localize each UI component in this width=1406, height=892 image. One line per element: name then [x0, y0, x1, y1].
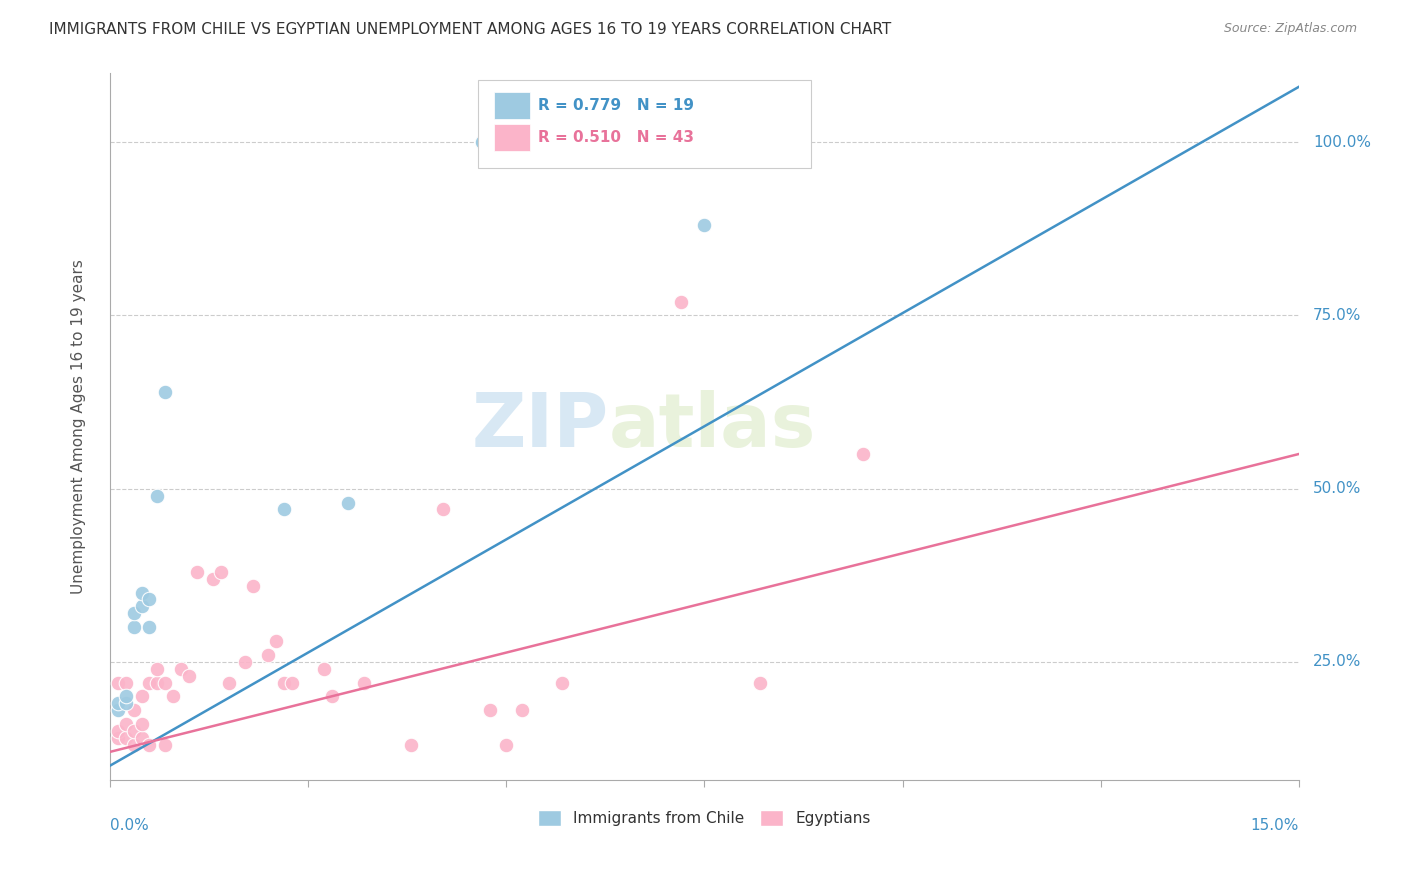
Point: [179, 669, 201, 683]
Point: [138, 675, 160, 690]
Point: [131, 690, 153, 704]
Point: [748, 675, 770, 690]
Text: 75.0%: 75.0%: [1313, 308, 1361, 323]
Point: [336, 495, 359, 509]
Point: [471, 135, 494, 149]
Point: [146, 675, 169, 690]
Point: [107, 675, 129, 690]
Point: [273, 675, 295, 690]
Point: [122, 724, 145, 739]
Point: [479, 703, 502, 717]
Y-axis label: Unemployment Among Ages 16 to 19 years: Unemployment Among Ages 16 to 19 years: [72, 259, 86, 594]
Point: [122, 703, 145, 717]
Text: ZIP: ZIP: [472, 390, 609, 463]
Point: [138, 592, 160, 607]
Point: [114, 731, 136, 745]
Text: 15.0%: 15.0%: [1250, 819, 1299, 833]
Point: [138, 620, 160, 634]
Point: [233, 655, 256, 669]
FancyBboxPatch shape: [494, 92, 530, 119]
Point: [114, 690, 136, 704]
Point: [107, 724, 129, 739]
Text: IMMIGRANTS FROM CHILE VS EGYPTIAN UNEMPLOYMENT AMONG AGES 16 TO 19 YEARS CORRELA: IMMIGRANTS FROM CHILE VS EGYPTIAN UNEMPL…: [49, 22, 891, 37]
Point: [114, 697, 136, 711]
Legend: Immigrants from Chile, Egyptians: Immigrants from Chile, Egyptians: [531, 804, 876, 832]
Point: [495, 135, 517, 149]
Point: [201, 572, 224, 586]
Point: [218, 675, 240, 690]
Point: [131, 731, 153, 745]
Point: [242, 579, 264, 593]
Point: [170, 662, 193, 676]
Point: [550, 675, 572, 690]
Point: [432, 502, 454, 516]
Point: [186, 565, 208, 579]
Point: [131, 599, 153, 614]
Point: [321, 690, 343, 704]
Point: [162, 690, 184, 704]
Text: 0.0%: 0.0%: [110, 819, 149, 833]
Point: [209, 565, 232, 579]
Point: [399, 738, 422, 752]
Text: R = 0.779   N = 19: R = 0.779 N = 19: [538, 98, 695, 113]
Point: [107, 703, 129, 717]
Point: [486, 135, 509, 149]
Point: [495, 738, 517, 752]
Text: Source: ZipAtlas.com: Source: ZipAtlas.com: [1223, 22, 1357, 36]
Point: [155, 738, 177, 752]
Point: [146, 489, 169, 503]
Point: [114, 675, 136, 690]
Point: [510, 703, 533, 717]
Point: [693, 219, 716, 233]
Text: 25.0%: 25.0%: [1313, 655, 1361, 669]
Point: [114, 717, 136, 731]
Point: [471, 135, 494, 149]
Point: [131, 717, 153, 731]
Point: [131, 585, 153, 599]
Text: atlas: atlas: [609, 390, 817, 463]
FancyBboxPatch shape: [494, 124, 530, 151]
Point: [107, 731, 129, 745]
Point: [281, 675, 304, 690]
Point: [353, 675, 375, 690]
Point: [273, 502, 295, 516]
Text: 50.0%: 50.0%: [1313, 481, 1361, 496]
Point: [122, 607, 145, 621]
Point: [257, 648, 280, 662]
Point: [312, 662, 335, 676]
Point: [669, 294, 692, 309]
Point: [122, 620, 145, 634]
Point: [155, 675, 177, 690]
Point: [266, 634, 288, 648]
FancyBboxPatch shape: [478, 80, 811, 169]
Point: [146, 662, 169, 676]
Point: [122, 738, 145, 752]
Text: R = 0.510   N = 43: R = 0.510 N = 43: [538, 129, 695, 145]
Point: [107, 697, 129, 711]
Text: 100.0%: 100.0%: [1313, 135, 1371, 150]
Point: [138, 738, 160, 752]
Point: [155, 384, 177, 399]
Point: [852, 447, 875, 461]
